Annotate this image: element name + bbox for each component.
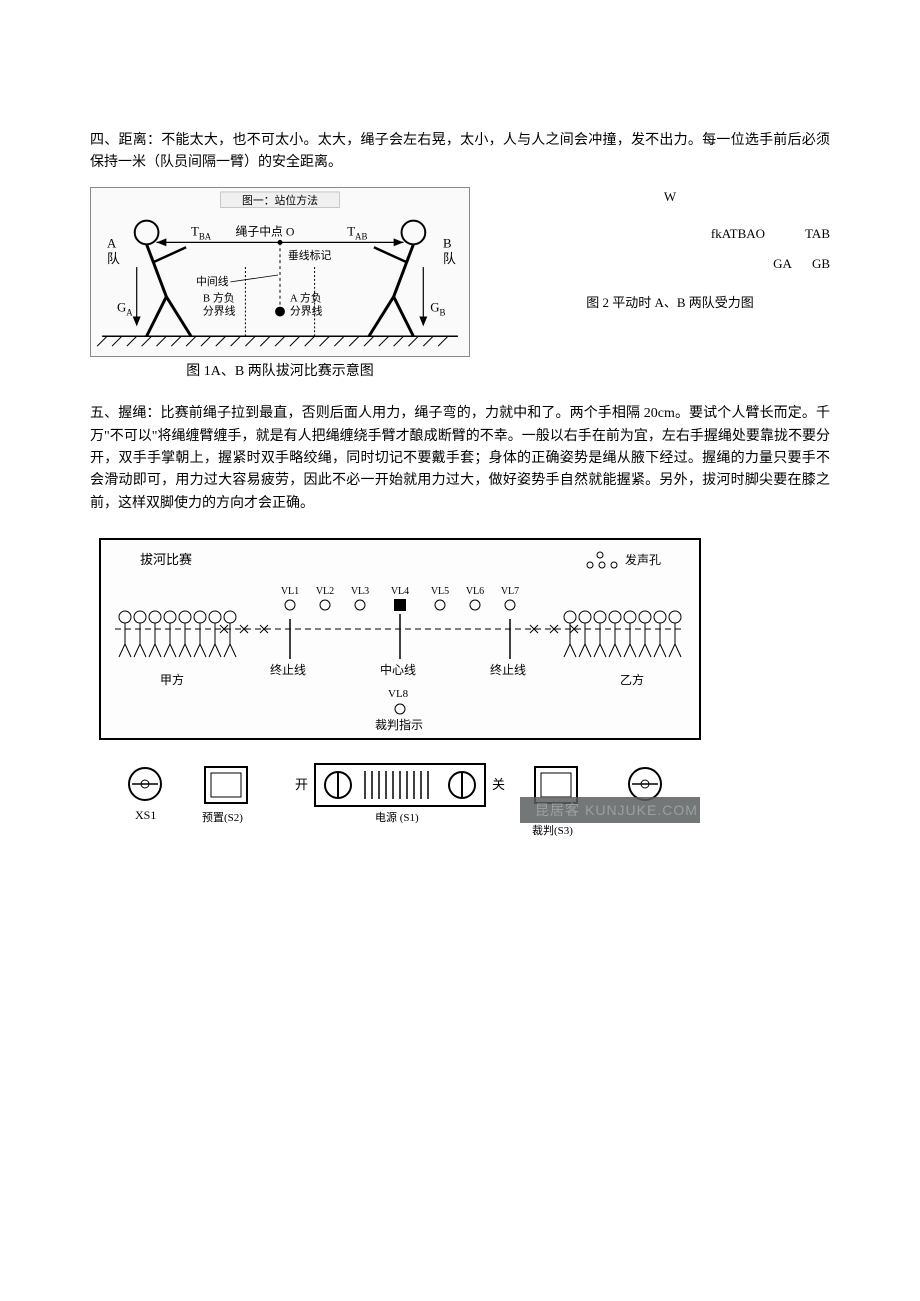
figure1-caption: 图 1A、B 两队拔河比赛示意图 [90, 361, 470, 383]
fig1-tab: TAB [347, 224, 367, 241]
fig3-wm2: KUNJUKE.COM [585, 802, 698, 818]
fig3-vl3: VL3 [351, 586, 369, 597]
fig1-team-a-label: 队 [107, 252, 120, 266]
fig3-judge: 裁判指示 [375, 717, 423, 732]
fig1-gb: GB [430, 300, 445, 317]
fig1-title: 图一：站位方法 [242, 193, 318, 207]
fig3-on: 开 [295, 777, 308, 792]
fig3-xs1: XS1 [135, 808, 156, 822]
fig1-bbound1: B 方负 [203, 290, 235, 304]
figure1-svg: 图一：站位方法 [90, 187, 470, 357]
figure-row-1-2: 图一：站位方法 [90, 187, 830, 383]
fig3-stop-left: 终止线 [270, 662, 306, 677]
fig1-midline: 中间线 [196, 274, 229, 288]
fig2-tab: TAB [805, 224, 830, 245]
figure1-container: 图一：站位方法 [90, 187, 470, 383]
section4-text: 不能太大，也不可太小。太大，绳子会左右晃，太小，人与人之间会冲撞，发不出力。每一… [90, 133, 830, 170]
fig2-w: W [664, 187, 676, 208]
fig3-vl1: VL1 [281, 586, 299, 597]
fig3-vl6: VL6 [466, 586, 484, 597]
fig3-speaker: 发声孔 [625, 552, 661, 567]
fig3-judge-btn: 裁判(S3) [532, 824, 573, 837]
fig3-stop-right: 终止线 [490, 662, 526, 677]
section4-heading: 四、距离： [90, 133, 161, 148]
figure2-container: W fkATBAO TAB GA GB 图 2 平动时 A、B 两队受力图 [490, 187, 830, 314]
fig1-team-a-a: A [107, 236, 117, 250]
section5-para: 五、握绳：比赛前绳子拉到最直，否则后面人用力，绳子弯的，力就中和了。两个手相隔 … [90, 403, 830, 515]
fig3-team-b: 乙方 [620, 672, 644, 687]
section5-heading: 五、握绳： [90, 406, 161, 421]
fig1-abound1: A 方负 [290, 290, 322, 304]
section4-para: 四、距离：不能太大，也不可太小。太大，绳子会左右晃，太小，人与人之间会冲撞，发不… [90, 130, 830, 175]
fig3-vl2: VL2 [316, 586, 334, 597]
fig1-bbound2: 分界线 [203, 303, 236, 317]
fig3-preset: 预置(S2) [202, 811, 243, 824]
fig3-title: 拔河比赛 [140, 552, 192, 567]
fig3-vl5: VL5 [431, 586, 449, 597]
fig3-vl8: VL8 [388, 688, 409, 700]
fig1-team-b-label: 队 [443, 252, 456, 266]
fig3-team-a: 甲方 [160, 672, 184, 687]
fig2-fkat: fkATBAO [711, 224, 765, 245]
fig3-center: 中心线 [380, 662, 416, 677]
fig3-off: 关 [492, 777, 505, 792]
fig1-team-b-b: B [443, 236, 452, 250]
fig1-midpoint: 绳子中点 O [236, 224, 295, 238]
figure3-svg: 拔河比赛 发声孔 VL1 VL2 VL3 VL4 VL5 [90, 529, 710, 839]
fig3-wm1: 昆居客 [535, 802, 580, 818]
fig1-plumb: 垂线标记 [288, 248, 332, 262]
fig2-ga: GA [773, 254, 792, 275]
fig3-vl7: VL7 [501, 586, 519, 597]
figure3-container: 拔河比赛 发声孔 VL1 VL2 VL3 VL4 VL5 [90, 529, 710, 839]
fig1-ga: GA [117, 300, 133, 317]
figure2-caption: 图 2 平动时 A、B 两队受力图 [586, 293, 754, 314]
fig1-tba: TBA [191, 224, 212, 241]
fig3-power: 电源 (S1) [375, 810, 419, 824]
fig3-vl4: VL4 [391, 586, 409, 597]
fig1-abound2: 分界线 [290, 303, 323, 317]
section5-text: 比赛前绳子拉到最直，否则后面人用力，绳子弯的，力就中和了。两个手相隔 20cm。… [90, 406, 830, 511]
fig2-gb: GB [812, 254, 830, 275]
